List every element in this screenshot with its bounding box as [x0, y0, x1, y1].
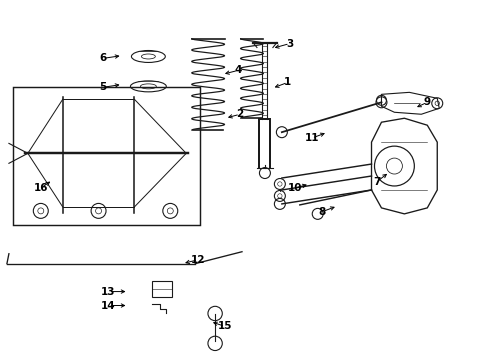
Text: 4: 4	[234, 66, 242, 76]
Text: 12: 12	[191, 255, 205, 265]
Text: 15: 15	[218, 321, 232, 332]
Text: 16: 16	[33, 183, 48, 193]
Text: 13: 13	[101, 287, 116, 297]
Text: 3: 3	[286, 39, 294, 49]
Text: 2: 2	[236, 109, 244, 119]
Text: 5: 5	[99, 82, 106, 93]
Text: 9: 9	[424, 97, 431, 107]
Text: 14: 14	[101, 301, 116, 311]
Text: 1: 1	[284, 77, 292, 87]
Text: 6: 6	[99, 54, 106, 63]
Text: 8: 8	[318, 207, 325, 217]
Text: 11: 11	[304, 133, 319, 143]
Text: 7: 7	[373, 177, 380, 187]
Bar	[152, 280, 172, 297]
Bar	[13, 87, 200, 225]
Text: 10: 10	[288, 183, 302, 193]
